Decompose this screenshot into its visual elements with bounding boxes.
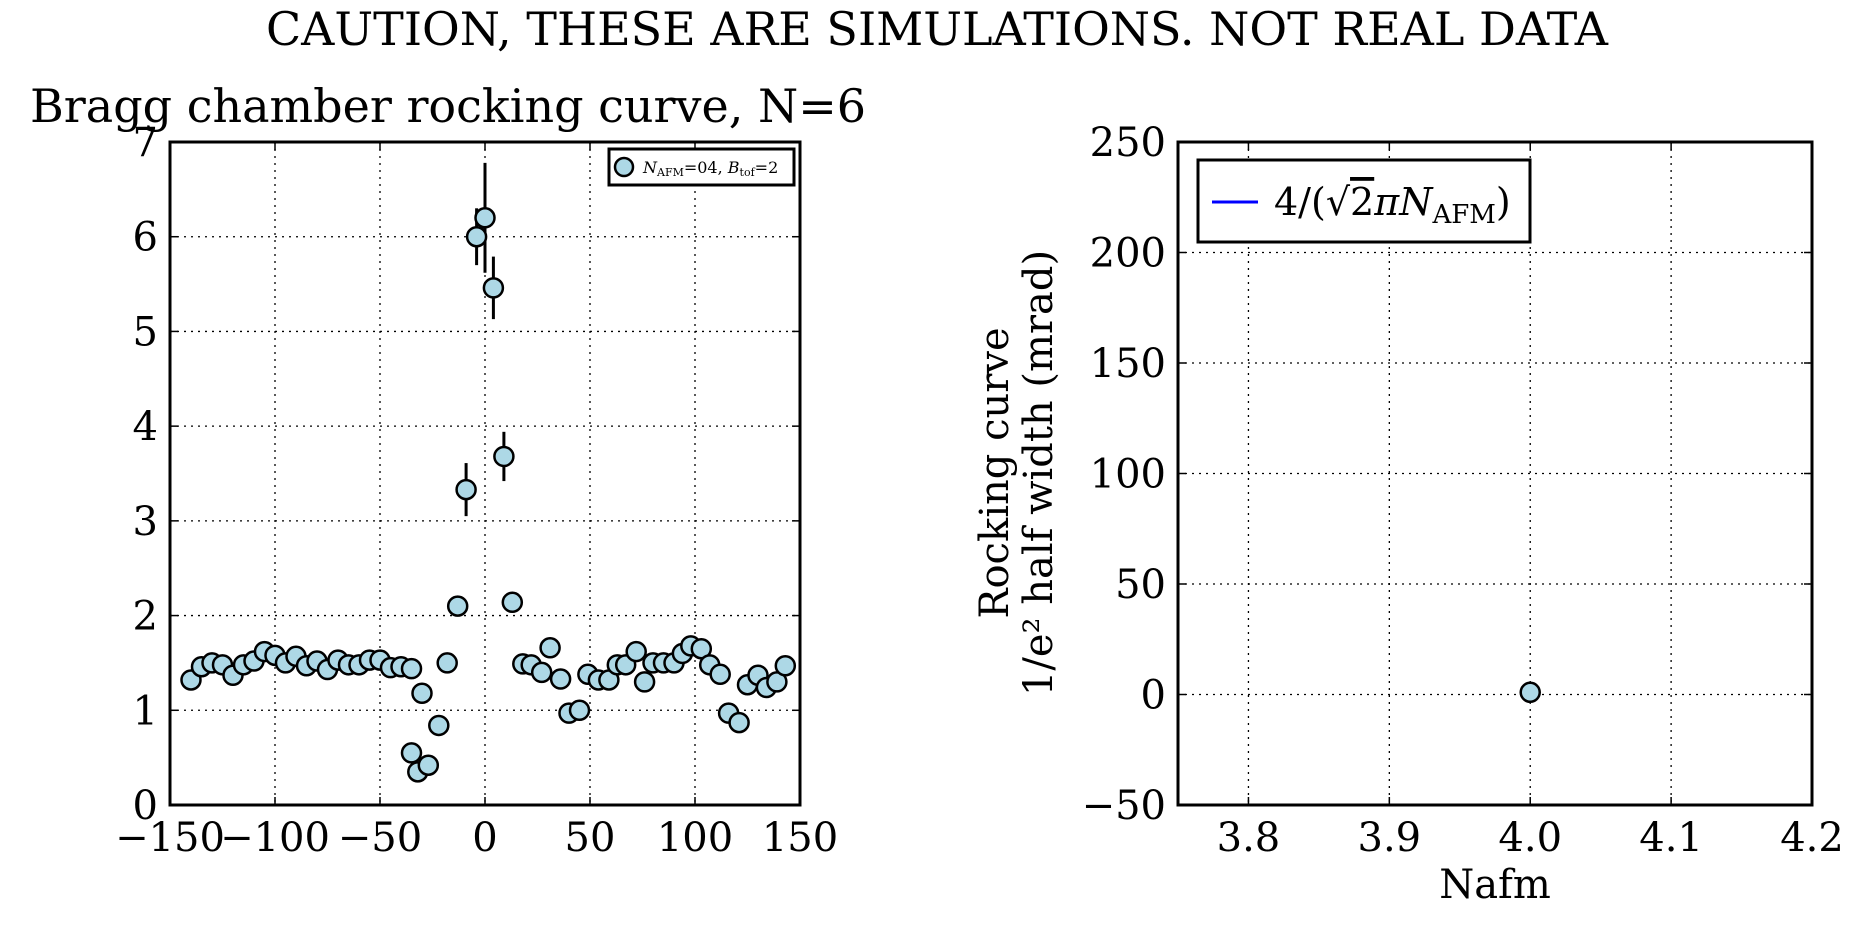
left-plot-frame bbox=[168, 140, 802, 807]
left-ytick-label: 0 bbox=[133, 783, 158, 829]
right-legend: 4/(√2πNAFM) bbox=[1196, 158, 1532, 244]
right-xticks: 3.8 3.9 4.0 4.1 4.2 bbox=[1217, 142, 1844, 861]
right-ytick-label: 250 bbox=[1090, 120, 1166, 166]
left-data-point bbox=[417, 754, 440, 776]
right-ytick-label: 200 bbox=[1090, 231, 1166, 277]
left-xtick-label: 100 bbox=[657, 815, 733, 861]
right-ytick-label: −50 bbox=[1082, 783, 1166, 829]
right-ytick-label: 150 bbox=[1090, 341, 1166, 387]
left-legend-label: NAFM=04, Btof=2 bbox=[642, 158, 778, 179]
right-xtick-label: 4.1 bbox=[1639, 815, 1703, 861]
right-gridlines bbox=[1178, 142, 1812, 805]
left-ytick-label: 4 bbox=[133, 404, 158, 450]
left-legend: NAFM=04, Btof=2 bbox=[607, 147, 796, 187]
left-ytick-label: 5 bbox=[133, 309, 158, 355]
left-chart-title: Bragg chamber rocking curve, N=6 bbox=[30, 79, 866, 133]
right-ytick-label: 100 bbox=[1090, 452, 1166, 498]
left-points bbox=[180, 207, 797, 783]
left-data-point bbox=[455, 478, 477, 501]
left-data-point bbox=[728, 711, 750, 734]
left-data-point bbox=[774, 655, 797, 677]
right-legend-label: 4/(√2πNAFM) bbox=[1274, 180, 1511, 230]
left-data-point bbox=[482, 277, 505, 299]
left-errorbars bbox=[189, 162, 787, 776]
left-data-point bbox=[501, 591, 524, 614]
figure-suptitle: CAUTION, THESE ARE SIMULATIONS. NOT REAL… bbox=[266, 2, 1609, 56]
right-xtick-label: 3.8 bbox=[1217, 815, 1281, 861]
right-y-axis-label-line1: Rocking curve bbox=[972, 327, 1018, 618]
left-xtick-label: −50 bbox=[338, 815, 422, 861]
right-plot-frame bbox=[1176, 140, 1814, 807]
right-points bbox=[1519, 681, 1541, 704]
left-data-point bbox=[493, 445, 515, 468]
left-data-point bbox=[446, 595, 469, 617]
left-data-point bbox=[400, 657, 423, 680]
left-legend-box bbox=[607, 147, 796, 187]
right-yticks: −50 0 50 100 150 200 250 bbox=[1082, 120, 1812, 829]
left-data-point bbox=[568, 699, 591, 722]
left-xtick-label: −100 bbox=[220, 815, 330, 861]
left-ytick-label: 1 bbox=[133, 688, 158, 734]
left-data-point bbox=[633, 671, 656, 693]
left-yticks: 0 1 2 3 4 5 6 7 bbox=[133, 120, 800, 829]
left-chart: Bragg chamber rocking curve, N=6 0 1 2 3 4 5 6… bbox=[30, 79, 866, 861]
left-data-point bbox=[530, 661, 553, 684]
left-data-point bbox=[709, 663, 731, 686]
left-xtick-label: 150 bbox=[762, 815, 838, 861]
left-ytick-label: 7 bbox=[133, 120, 158, 166]
left-data-point bbox=[400, 742, 423, 764]
right-x-axis-label: Nafm bbox=[1439, 862, 1551, 908]
left-xtick-label: 50 bbox=[565, 815, 616, 861]
left-xtick-label: 0 bbox=[472, 815, 497, 861]
right-xtick-label: 4.2 bbox=[1780, 815, 1844, 861]
right-xtick-label: 4.0 bbox=[1498, 815, 1562, 861]
left-ytick-label: 2 bbox=[133, 594, 158, 640]
left-data-point bbox=[465, 225, 488, 248]
right-ytick-label: 0 bbox=[1141, 673, 1166, 719]
right-ytick-label: 50 bbox=[1115, 562, 1166, 608]
right-y-axis-label-line2: 1/e² half width (mrad) bbox=[1016, 250, 1062, 696]
left-xtick-label: −150 bbox=[115, 815, 225, 861]
left-data-point bbox=[539, 637, 561, 659]
left-data-point bbox=[474, 207, 496, 229]
right-xtick-label: 3.9 bbox=[1358, 815, 1422, 861]
left-data-point bbox=[411, 682, 433, 704]
left-data-point bbox=[436, 652, 458, 674]
left-ytick-label: 3 bbox=[133, 499, 158, 545]
left-data-point bbox=[625, 640, 647, 663]
left-ytick-label: 6 bbox=[133, 215, 158, 261]
left-data-point bbox=[428, 714, 450, 737]
left-data-point bbox=[549, 668, 572, 690]
left-legend-marker bbox=[613, 156, 635, 178]
left-xticks: −150−100 −50 0 50 100 150 bbox=[115, 142, 838, 861]
right-data-point bbox=[1519, 681, 1541, 704]
